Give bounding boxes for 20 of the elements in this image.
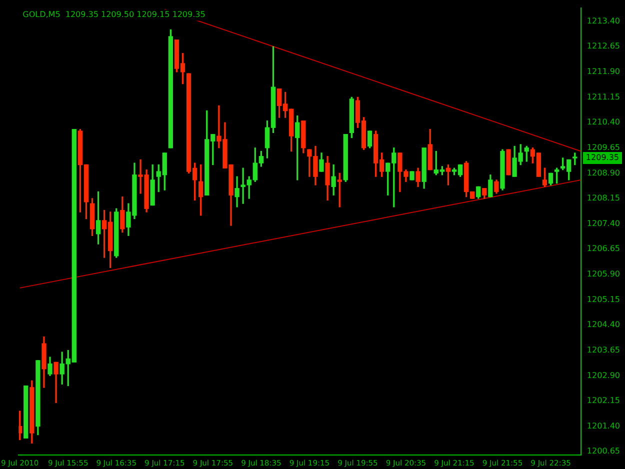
y-tick-label: 1205.90 bbox=[586, 270, 620, 279]
y-tick-label: 1202.90 bbox=[586, 370, 620, 380]
y-tick-label: 1210.40 bbox=[586, 118, 620, 127]
y-tick-label: 1211.90 bbox=[586, 67, 620, 76]
chart-title: GOLD,M5 1209.35 1209.50 1209.15 1209.35 bbox=[22, 10, 206, 19]
y-tick-label: 1206.65 bbox=[586, 244, 620, 254]
y-tick-label: 1203.65 bbox=[586, 345, 620, 354]
y-tick-label: 1201.40 bbox=[586, 421, 620, 430]
y-tick-label: 1204.40 bbox=[586, 320, 620, 330]
y-tick-label: 1208.15 bbox=[586, 194, 620, 203]
y-tick-label: 1213.40 bbox=[586, 16, 620, 26]
y-tick-label: 1205.15 bbox=[586, 294, 620, 304]
y-tick-label: 1209.65 bbox=[586, 142, 620, 152]
y-tick-label: 1202.15 bbox=[586, 396, 620, 406]
annotation: 1209.35 bbox=[586, 153, 620, 162]
y-tick-label: 1211.15 bbox=[586, 92, 620, 102]
y-tick-label: 1212.65 bbox=[586, 42, 620, 51]
y-tick-label: 1208.90 bbox=[586, 168, 620, 178]
y-tick-label: 1200.65 bbox=[586, 446, 620, 456]
y-tick-label: 1207.40 bbox=[586, 218, 620, 228]
